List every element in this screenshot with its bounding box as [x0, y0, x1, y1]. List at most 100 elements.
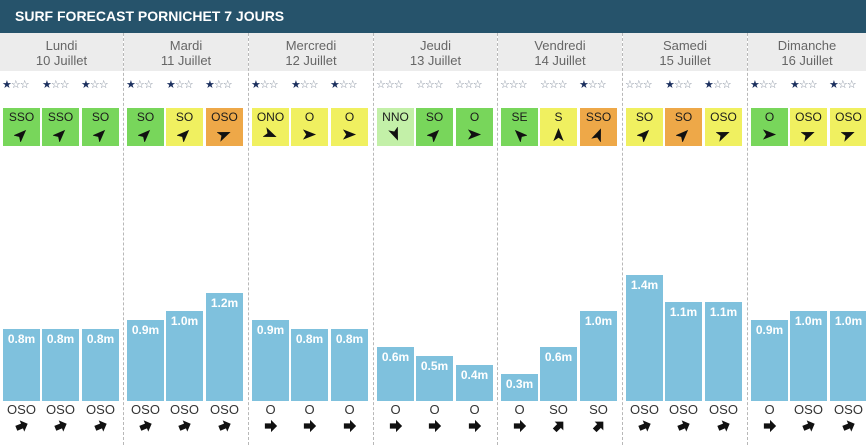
star-empty-icon: ☆ — [183, 78, 194, 91]
star-filled-icon: ★ — [2, 78, 12, 91]
star-rating: ★☆☆ — [579, 78, 617, 92]
wave-bar: 0.8m — [291, 329, 328, 401]
star-empty-icon: ☆ — [472, 78, 483, 91]
wind-direction: O — [304, 110, 315, 124]
star-rating: ★☆☆ — [704, 78, 742, 92]
day-date: 13 Juillet — [409, 53, 462, 68]
wave-bar: 0.5m — [416, 356, 453, 401]
wind-arrow-icon — [13, 127, 29, 143]
day-name: Dimanche — [777, 38, 837, 53]
star-empty-icon: ☆ — [625, 78, 635, 91]
swell-arrow-icon — [3, 419, 40, 435]
star-empty-icon: ☆ — [424, 78, 435, 91]
wave-height-label: 0.9m — [256, 323, 285, 337]
star-empty-icon: ☆ — [268, 78, 279, 91]
wind-cell: O — [751, 108, 788, 146]
wave-height-label: 0.8m — [46, 332, 75, 346]
swell-arrow-icon — [540, 419, 577, 435]
wave-bar: 0.8m — [331, 329, 368, 401]
star-rating: ☆☆☆ — [376, 78, 414, 92]
wave-height-label: 1.0m — [834, 314, 863, 328]
day-column: Mardi 11 Juillet ★☆☆ SO 0.9m OSO ★☆☆ SO 1.0m OSO ★… — [123, 33, 248, 445]
wind-cell: O — [331, 108, 368, 146]
wind-direction: OSO — [211, 110, 238, 124]
swell-arrow-icon — [416, 419, 453, 435]
day-header: Mardi 11 Juillet — [124, 33, 248, 71]
day-column: Dimanche 16 Juillet ★☆☆ O 0.9m O ★☆☆ OSO 1.0m OSO… — [747, 33, 866, 445]
swell-direction: SO — [589, 402, 608, 417]
day-name: Samedi — [662, 38, 708, 53]
wind-arrow-icon — [388, 126, 403, 142]
day-date: 10 Juillet — [35, 53, 88, 68]
star-filled-icon: ★ — [126, 78, 136, 91]
star-rating: ☆☆☆ — [416, 78, 454, 92]
star-empty-icon: ☆ — [682, 78, 693, 91]
swell-direction: OSO — [630, 402, 659, 417]
wind-arrow-icon — [762, 127, 777, 142]
swell-direction: O — [344, 402, 355, 417]
wind-direction: O — [469, 110, 480, 124]
star-filled-icon: ★ — [291, 78, 301, 91]
wave-height-label: 0.8m — [7, 332, 36, 346]
star-empty-icon: ☆ — [837, 78, 848, 91]
swell-arrow-icon — [830, 419, 866, 435]
wave-height-label: 0.9m — [755, 323, 784, 337]
star-empty-icon: ☆ — [587, 78, 598, 91]
wave-height-label: 0.4m — [460, 368, 489, 382]
star-filled-icon: ★ — [665, 78, 675, 91]
day-column: Vendredi 14 Juillet ☆☆☆ SE 0.3m O ☆☆☆ S 0.6m SO ★☆… — [497, 33, 622, 445]
wave-height-label: 0.9m — [131, 323, 160, 337]
wind-direction: SSO — [47, 110, 74, 124]
wind-cell: O — [291, 108, 328, 146]
wave-bar: 0.6m — [377, 347, 414, 401]
wave-height-label: 0.8m — [86, 332, 115, 346]
wind-cell: O — [456, 108, 493, 146]
swell-direction: OSO — [709, 402, 738, 417]
swell-direction: O — [390, 402, 401, 417]
wave-bar: 1.1m — [705, 302, 742, 401]
wind-cell: SO — [416, 108, 453, 146]
swell-arrow-icon — [377, 419, 414, 435]
star-rating: ☆☆☆ — [625, 78, 663, 92]
wind-arrow-icon — [467, 127, 482, 142]
wave-bar: 0.9m — [751, 320, 788, 401]
wind-direction: SSO — [8, 110, 35, 124]
wind-direction: OSO — [795, 110, 822, 124]
wind-cell: OSO — [830, 108, 866, 146]
day-name: Lundi — [45, 38, 78, 53]
star-empty-icon: ☆ — [798, 78, 809, 91]
swell-arrow-icon — [331, 419, 368, 435]
wind-arrow-icon — [512, 127, 528, 143]
day-header: Vendredi 14 Juillet — [498, 33, 622, 71]
wave-bar: 0.3m — [501, 374, 538, 401]
star-empty-icon: ☆ — [758, 78, 769, 91]
day-header: Mercredi 12 Juillet — [249, 33, 373, 71]
day-name: Mardi — [169, 38, 203, 53]
star-empty-icon: ☆ — [98, 78, 109, 91]
star-empty-icon: ☆ — [712, 78, 723, 91]
star-filled-icon: ★ — [829, 78, 839, 91]
swell-direction: O — [764, 402, 775, 417]
star-empty-icon: ☆ — [19, 78, 30, 91]
wind-cell: OSO — [206, 108, 243, 146]
star-empty-icon: ☆ — [767, 78, 778, 91]
star-empty-icon: ☆ — [308, 78, 319, 91]
wind-cell: SSO — [580, 108, 617, 146]
star-empty-icon: ☆ — [557, 78, 568, 91]
wave-bar: 0.8m — [3, 329, 40, 401]
wave-bar: 0.9m — [252, 320, 289, 401]
star-empty-icon: ☆ — [508, 78, 519, 91]
wave-height-label: 0.5m — [420, 359, 449, 373]
wave-height-label: 1.4m — [630, 278, 659, 292]
swell-direction: O — [265, 402, 276, 417]
star-rating: ★☆☆ — [829, 78, 866, 92]
wind-arrow-icon — [675, 127, 691, 143]
wave-height-label: 1.0m — [794, 314, 823, 328]
wind-cell: SO — [665, 108, 702, 146]
star-rating: ★☆☆ — [291, 78, 329, 92]
star-empty-icon: ☆ — [433, 78, 444, 91]
swell-direction: SO — [549, 402, 568, 417]
day-header: Jeudi 13 Juillet — [374, 33, 497, 71]
wind-arrow-icon — [591, 127, 606, 143]
wave-bar: 1.0m — [830, 311, 866, 401]
